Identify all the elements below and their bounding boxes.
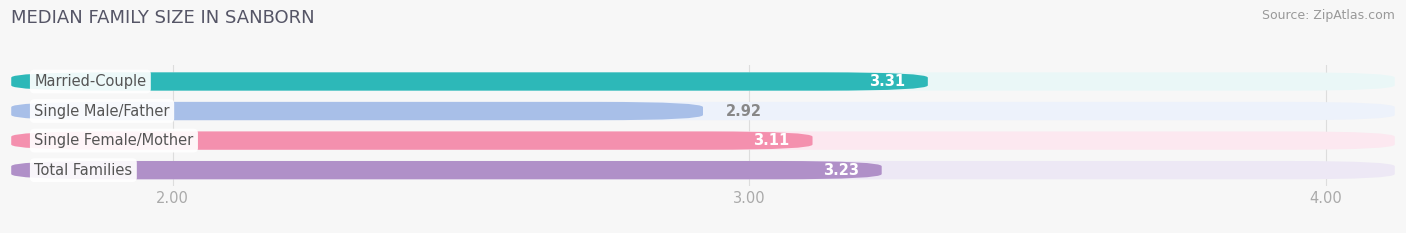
FancyBboxPatch shape	[11, 161, 882, 179]
FancyBboxPatch shape	[11, 72, 1395, 91]
Text: Source: ZipAtlas.com: Source: ZipAtlas.com	[1261, 9, 1395, 22]
FancyBboxPatch shape	[11, 161, 1395, 179]
FancyBboxPatch shape	[11, 131, 813, 150]
FancyBboxPatch shape	[11, 102, 1395, 120]
Text: 3.31: 3.31	[869, 74, 905, 89]
Text: Single Female/Mother: Single Female/Mother	[34, 133, 194, 148]
Text: MEDIAN FAMILY SIZE IN SANBORN: MEDIAN FAMILY SIZE IN SANBORN	[11, 9, 315, 27]
Text: Single Male/Father: Single Male/Father	[34, 103, 170, 119]
Text: 3.23: 3.23	[823, 163, 859, 178]
FancyBboxPatch shape	[11, 131, 1395, 150]
Text: Total Families: Total Families	[34, 163, 132, 178]
Text: 3.11: 3.11	[754, 133, 790, 148]
FancyBboxPatch shape	[11, 72, 928, 91]
Text: 2.92: 2.92	[725, 103, 762, 119]
FancyBboxPatch shape	[11, 102, 703, 120]
Text: Married-Couple: Married-Couple	[34, 74, 146, 89]
